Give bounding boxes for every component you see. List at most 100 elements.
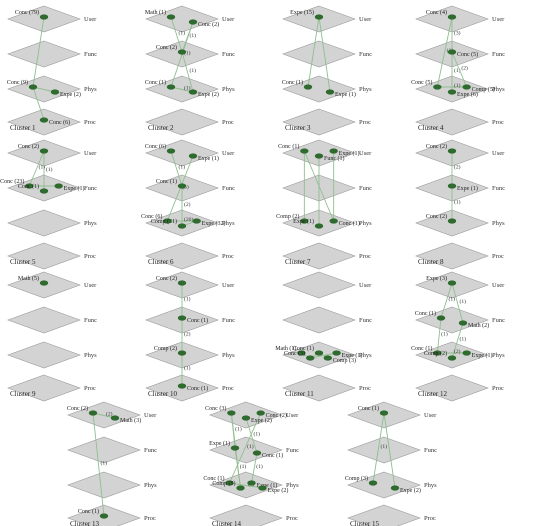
cluster-node [247, 480, 256, 486]
cluster-edge [383, 412, 396, 489]
cluster-node [368, 480, 378, 486]
node-label: Conc (6) [141, 213, 162, 220]
node-label: Conc (6) [145, 143, 166, 150]
cluster-title: Cluster 13 [70, 520, 99, 526]
cluster-node [447, 148, 457, 154]
edge-weight-label: (1) [240, 463, 247, 470]
cluster-node [177, 280, 187, 286]
edge-weight-label: (1) [454, 82, 461, 89]
node-label: Expe (3) [426, 275, 447, 282]
node-label: Expe (1) [335, 91, 356, 98]
edge-weight-label: (1) [449, 296, 456, 303]
layer-plane [282, 75, 356, 103]
edge-weight-label: (2) [184, 331, 191, 338]
layer-label: Phys [359, 220, 372, 227]
edge-weight-label: (1) [235, 426, 242, 433]
cluster-node [230, 445, 240, 451]
cluster-node [188, 19, 198, 25]
layer-plane [347, 504, 421, 526]
layer-label: Phys [222, 220, 235, 227]
node-label: Conc (1) [415, 310, 436, 317]
layer-plane [415, 108, 489, 136]
cluster-edge [92, 412, 105, 517]
cluster-node [39, 188, 49, 194]
layer-label: User [84, 150, 97, 157]
node-label: Conc (2) [426, 143, 447, 150]
cluster-node [458, 320, 468, 326]
edge-weight-label: (1) [441, 331, 448, 338]
cluster-node [314, 223, 324, 229]
cluster-node [390, 485, 400, 491]
cluster-node [258, 485, 267, 491]
cluster-edge [229, 482, 263, 489]
cluster-edge [28, 150, 45, 187]
cluster-panel: User Func Phys Proc (1) (1) (1) (1) (1) Math (1) C… [145, 5, 235, 136]
node-label: Conc (2) [266, 412, 287, 419]
node-label: Expe (6) [457, 91, 478, 98]
cluster-edge [170, 16, 183, 53]
cluster-edge [32, 86, 45, 121]
layer-label: Func [492, 185, 505, 192]
layer-label: Func [359, 185, 372, 192]
cluster-node [297, 350, 306, 356]
cluster-node [241, 415, 251, 421]
cluster-title: Cluster 6 [148, 258, 174, 266]
layer-label: Proc [359, 119, 371, 126]
edge-weight-label: (1) [39, 164, 46, 171]
cluster-title: Cluster 12 [418, 390, 447, 398]
layer-plane [67, 401, 141, 429]
layer-plane [145, 75, 219, 103]
node-label: Conc (5) [457, 51, 478, 58]
node-label: Expe (2) [268, 487, 289, 494]
node-label: Conc (1) [156, 178, 177, 185]
layer-plane [347, 436, 421, 464]
cluster-node [436, 315, 446, 321]
cluster-node [177, 49, 187, 55]
cluster-node [25, 183, 34, 189]
layer-plane [282, 108, 356, 136]
cluster-node [252, 450, 262, 456]
layer-label: User [222, 150, 235, 157]
layer-plane [282, 306, 356, 334]
layer-plane [209, 436, 283, 464]
cluster-node [188, 153, 198, 159]
cluster-node [447, 355, 457, 361]
layer-label: Phys [424, 482, 437, 489]
node-label: Conc (1) [278, 143, 299, 150]
layer-plane [209, 504, 283, 526]
node-label: Math (1) [145, 9, 166, 16]
cluster-node [39, 14, 49, 20]
cluster-node [433, 84, 442, 90]
node-label: Conc (1) [187, 317, 208, 324]
node-label: Conc (1) [282, 79, 303, 86]
node-label: Func (1) [324, 155, 345, 162]
node-label: Conc (6) [49, 119, 70, 126]
node-label: Math (2) [468, 322, 489, 329]
layer-plane [145, 5, 219, 33]
cluster-panel: User Func Phys Proc (1) Conc (1) Comp (3) Expe … [345, 401, 437, 526]
edge-weight-label: (1) [381, 443, 388, 450]
layer-plane [282, 271, 356, 299]
layer-label: Func [144, 447, 157, 454]
cluster-node [447, 14, 457, 20]
cluster-panel: User Func Phys Proc Math (5) Cluster 9 [7, 271, 97, 402]
cluster-node [447, 89, 457, 95]
node-label: Expe (2) [400, 487, 421, 494]
cluster-node [177, 183, 187, 189]
node-label: Conc (9) [7, 79, 28, 86]
cluster-edge [181, 51, 194, 93]
layer-plane [282, 374, 356, 402]
layer-label: Proc [492, 119, 504, 126]
node-label: Conc (1) [339, 220, 360, 227]
layer-plane [7, 209, 81, 237]
cluster-node [300, 148, 309, 154]
cluster-title: Cluster 8 [418, 258, 444, 266]
edge-weight-label: (1) [179, 164, 186, 171]
node-label: Conc (5) [411, 79, 432, 86]
cluster-panel: User Func Phys Proc (1) (2) (1) Conc (2) Conc (1… [145, 271, 235, 402]
edge-weight-label: (1) [454, 199, 461, 206]
cluster-node [462, 84, 471, 90]
